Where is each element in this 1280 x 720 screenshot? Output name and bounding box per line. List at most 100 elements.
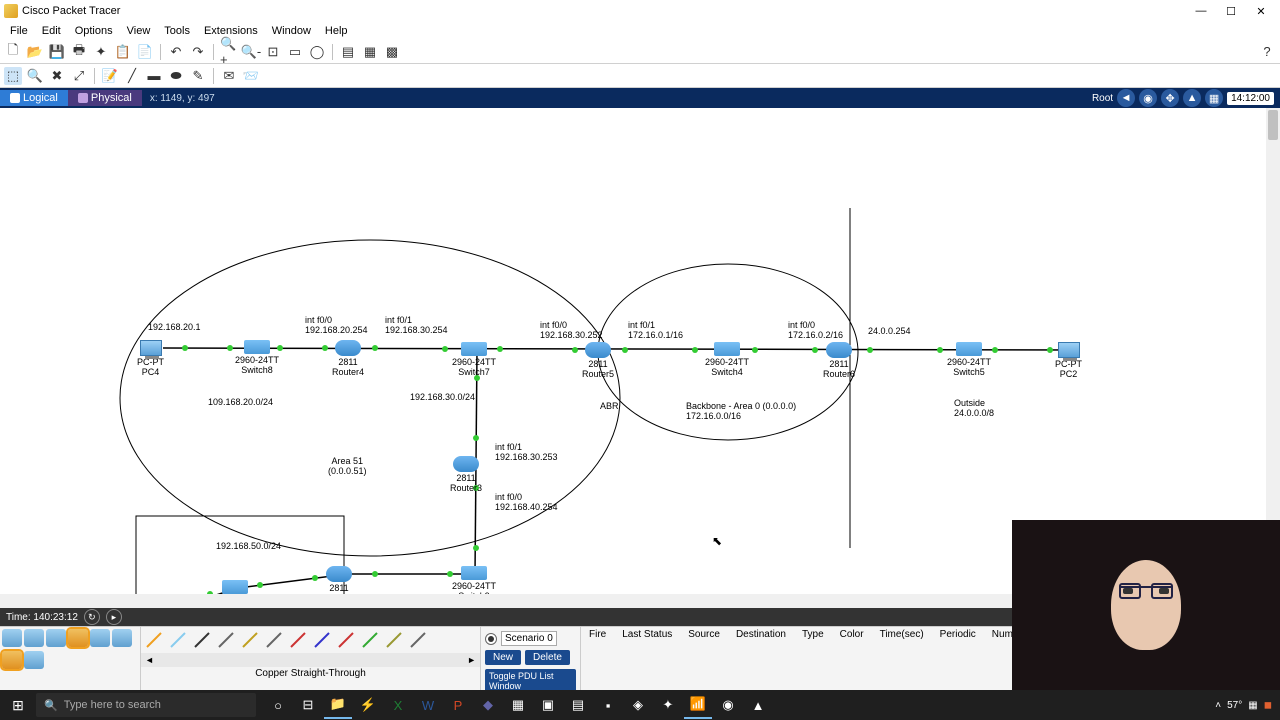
freeform-icon[interactable]: ✎	[189, 67, 207, 85]
menu-window[interactable]: Window	[266, 24, 317, 38]
cable-0[interactable]	[143, 629, 165, 651]
open-icon[interactable]: 📂	[26, 43, 44, 61]
pdu-col-laststatus[interactable]: Last Status	[618, 629, 676, 640]
rect2-icon[interactable]: ▬	[145, 67, 163, 85]
device-scrollbar[interactable]: ◄►	[141, 653, 480, 667]
zoom-out-icon[interactable]: 🔍-	[242, 43, 260, 61]
tray-app2-icon[interactable]: ◼	[1264, 700, 1272, 711]
device-pc4[interactable]: PC-PTPC4	[137, 340, 164, 378]
device-r4[interactable]: 2811Router4	[332, 340, 364, 378]
menu-edit[interactable]: Edit	[36, 24, 67, 38]
cortana-icon[interactable]: ○	[264, 691, 292, 719]
tab-physical[interactable]: Physical	[68, 90, 142, 106]
pdu-col-type[interactable]: Type	[798, 629, 828, 640]
excel-icon[interactable]: X	[384, 691, 412, 719]
packet-tracer-icon[interactable]: 📶	[684, 691, 712, 719]
delete-scenario-button[interactable]: Delete	[525, 650, 570, 665]
app2-icon[interactable]: ▦	[504, 691, 532, 719]
print-icon[interactable]: 🖶	[70, 43, 88, 61]
menu-view[interactable]: View	[121, 24, 157, 38]
menu-file[interactable]: File	[4, 24, 34, 38]
device-sw5[interactable]: 2960-24TTSwitch5	[947, 342, 991, 378]
device-sw8[interactable]: 2960-24TTSwitch8	[235, 340, 279, 376]
app1-icon[interactable]: ⚡	[354, 691, 382, 719]
nav-viewport-icon[interactable]: ▦	[1205, 89, 1223, 107]
powerpoint-icon[interactable]: P	[444, 691, 472, 719]
cable-9[interactable]	[359, 629, 381, 651]
pdu-col-color[interactable]: Color	[836, 629, 868, 640]
close-button[interactable]: ✕	[1246, 1, 1276, 21]
device-pc2[interactable]: PC-PTPC2	[1055, 342, 1082, 380]
cat-connections[interactable]	[68, 629, 88, 647]
tab-logical[interactable]: Logical	[0, 90, 68, 106]
app3-icon[interactable]: ▣	[534, 691, 562, 719]
scenario-select[interactable]: Scenario 0	[501, 631, 557, 646]
fast-forward-icon[interactable]: ▸	[106, 609, 122, 625]
new-icon[interactable]: 🗋	[4, 43, 22, 61]
cable-10[interactable]	[383, 629, 405, 651]
new-scenario-button[interactable]: New	[485, 650, 521, 665]
teams-icon[interactable]: ◆	[474, 691, 502, 719]
ellipse2-icon[interactable]: ⬬	[167, 67, 185, 85]
menu-help[interactable]: Help	[319, 24, 354, 38]
nav-back-icon[interactable]: ◄	[1117, 89, 1135, 107]
subcat-2[interactable]	[24, 651, 44, 669]
maximize-button[interactable]: ☐	[1216, 1, 1246, 21]
palette-icon[interactable]: ▤	[339, 43, 357, 61]
start-button[interactable]: ⊞	[0, 690, 36, 720]
help-icon[interactable]: ?	[1258, 43, 1276, 61]
cat-end[interactable]	[24, 629, 44, 647]
cat-components[interactable]	[46, 629, 66, 647]
cable-7[interactable]	[311, 629, 333, 651]
note-icon[interactable]: 📝	[101, 67, 119, 85]
undo-icon[interactable]: ↶	[167, 43, 185, 61]
cable-2[interactable]	[191, 629, 213, 651]
inspect-icon[interactable]: 🔍	[26, 67, 44, 85]
draw-rect-icon[interactable]: ▭	[286, 43, 304, 61]
draw-ell-icon[interactable]: ◯	[308, 43, 326, 61]
word-icon[interactable]: W	[414, 691, 442, 719]
app5-icon[interactable]: ◈	[624, 691, 652, 719]
cat-misc[interactable]	[90, 629, 110, 647]
tray-chevron-icon[interactable]: ˄	[1215, 700, 1221, 711]
pdu-col-periodic[interactable]: Periodic	[936, 629, 980, 640]
pdu-col-fire[interactable]: Fire	[585, 629, 610, 640]
device-r6[interactable]: 2811Router6	[823, 342, 855, 380]
cable-6[interactable]	[287, 629, 309, 651]
app4-icon[interactable]: ▤	[564, 691, 592, 719]
cat-multiuser[interactable]	[112, 629, 132, 647]
resize-icon[interactable]: ⤢	[70, 67, 88, 85]
delete-icon[interactable]: ✖	[48, 67, 66, 85]
menu-options[interactable]: Options	[69, 24, 119, 38]
device-sw4[interactable]: 2960-24TTSwitch4	[705, 342, 749, 378]
realtime-radio[interactable]	[485, 633, 497, 645]
cat-network[interactable]	[2, 629, 22, 647]
cable-3[interactable]	[215, 629, 237, 651]
cable-4[interactable]	[239, 629, 261, 651]
cable-1[interactable]	[167, 629, 189, 651]
pdu-col-timesec[interactable]: Time(sec)	[876, 629, 928, 640]
nav-bg-icon[interactable]: ▲	[1183, 89, 1201, 107]
pdu-col-destination[interactable]: Destination	[732, 629, 790, 640]
device-template-icon[interactable]: ▦	[361, 43, 379, 61]
device-r3[interactable]: 2811Router3	[450, 456, 482, 494]
app7-icon[interactable]: ◉	[714, 691, 742, 719]
zoom-fit-icon[interactable]: ⊡	[264, 43, 282, 61]
line-icon[interactable]: ╱	[123, 67, 141, 85]
paste-icon[interactable]: 📄	[136, 43, 154, 61]
subcat-1[interactable]	[2, 651, 22, 669]
nav-cluster-icon[interactable]: ◉	[1139, 89, 1157, 107]
nav-move-icon[interactable]: ✥	[1161, 89, 1179, 107]
zoom-in-icon[interactable]: 🔍+	[220, 43, 238, 61]
app6-icon[interactable]: ✦	[654, 691, 682, 719]
terminal-icon[interactable]: ▪	[594, 691, 622, 719]
taskview-icon[interactable]: ⊟	[294, 691, 322, 719]
device-sw7[interactable]: 2960-24TTSwitch7	[452, 342, 496, 378]
taskbar-search[interactable]: 🔍 Type here to search	[36, 693, 256, 717]
select-icon[interactable]: ⬚	[4, 67, 22, 85]
redo-icon[interactable]: ↷	[189, 43, 207, 61]
menu-tools[interactable]: Tools	[158, 24, 196, 38]
wizard-icon[interactable]: ✦	[92, 43, 110, 61]
explorer-icon[interactable]: 📁	[324, 691, 352, 719]
minimize-button[interactable]: —	[1186, 1, 1216, 21]
